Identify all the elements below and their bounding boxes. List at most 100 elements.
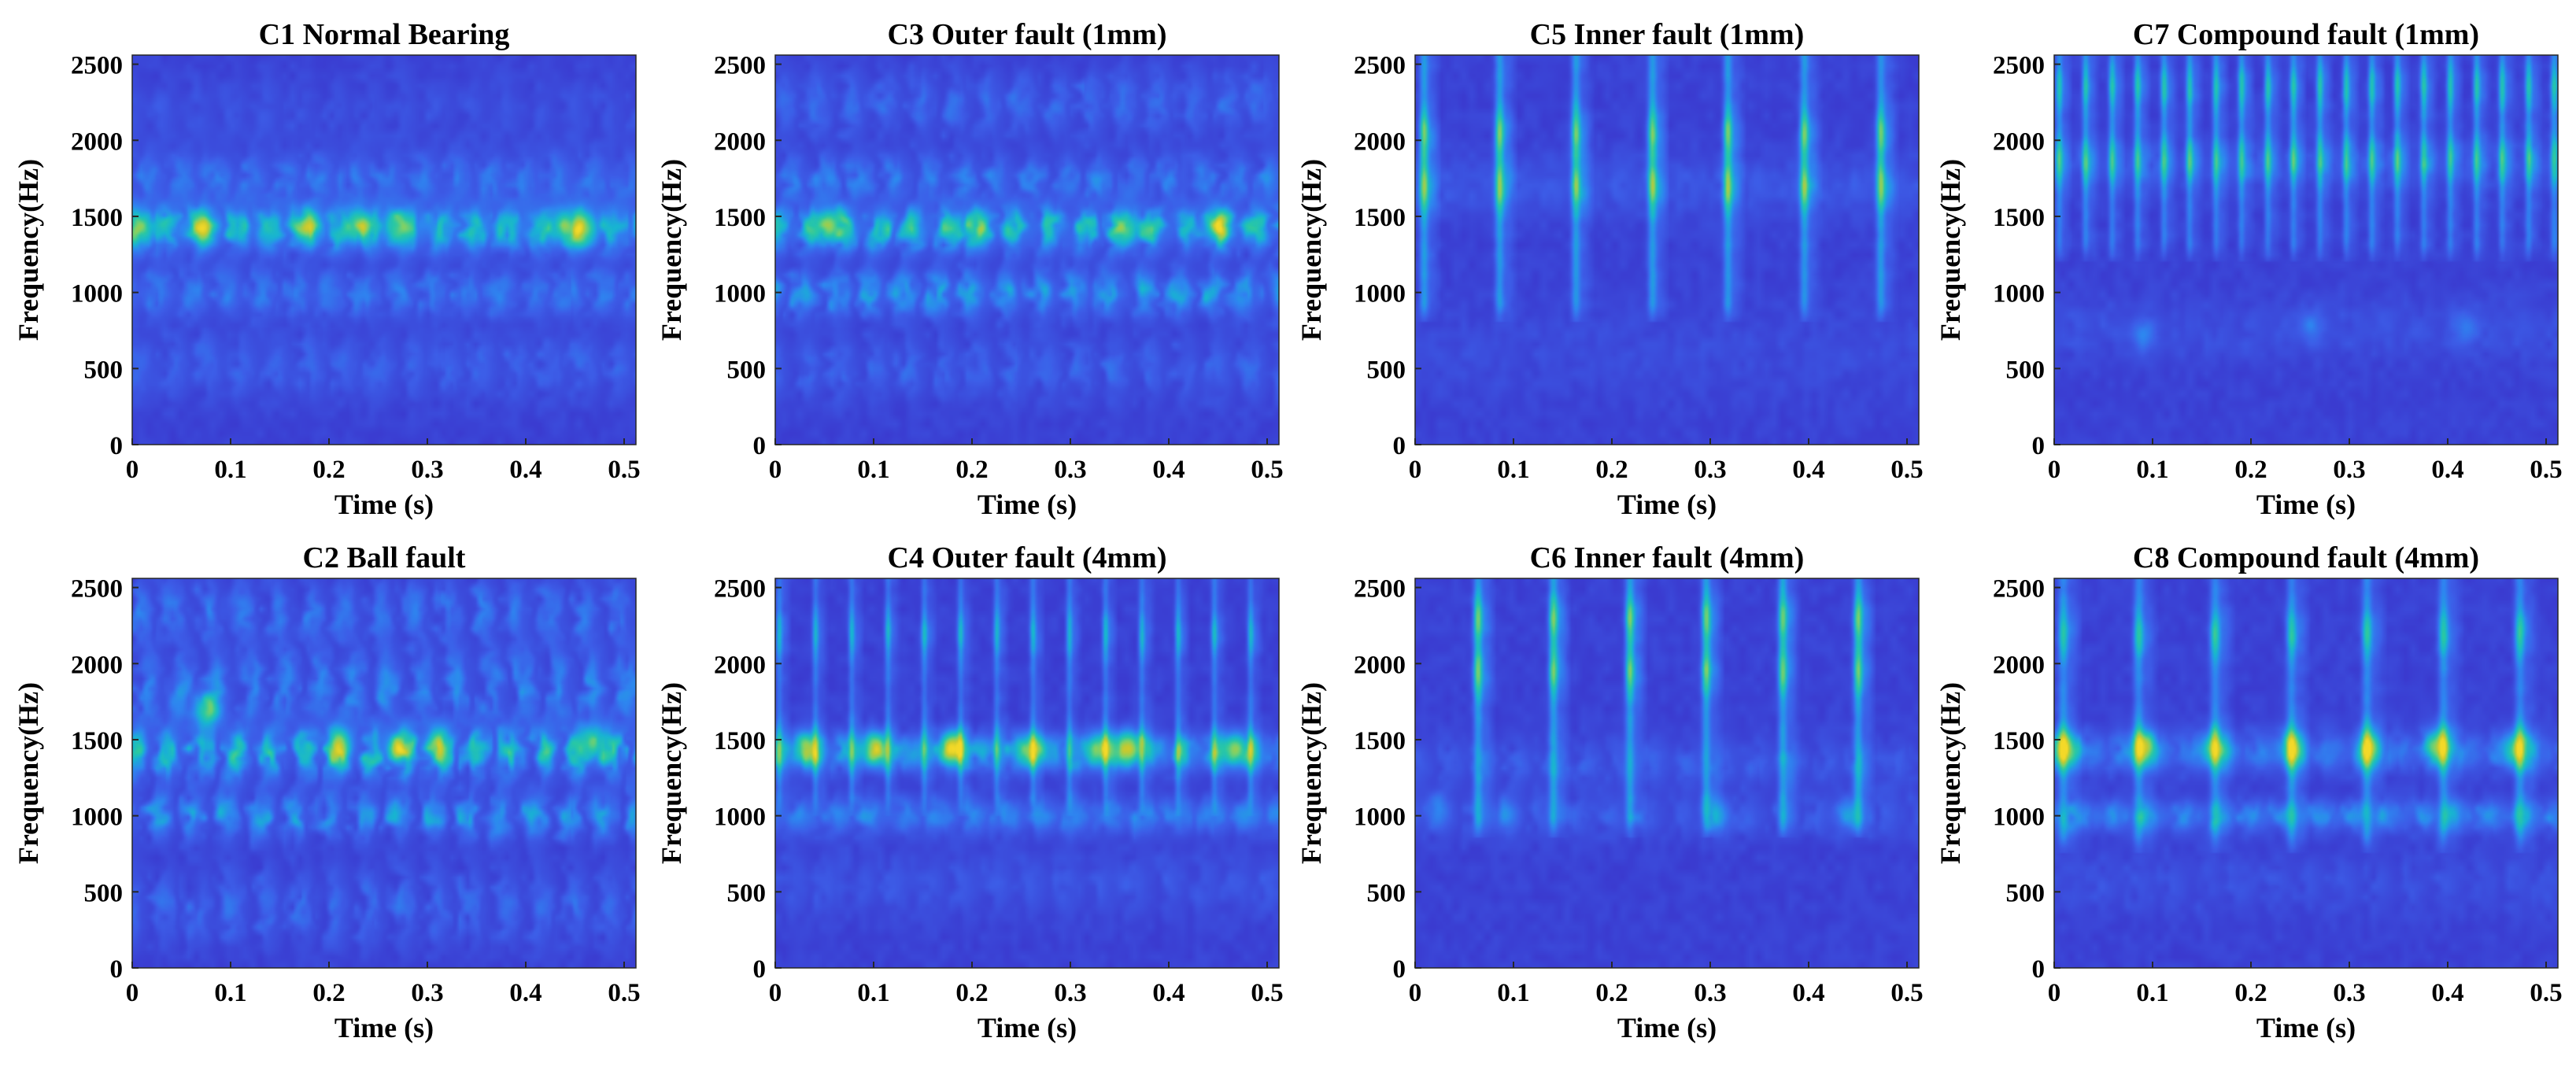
chart-title: C6 Inner fault (4mm) [1530,541,1805,574]
x-axis-label: Time (s) [978,489,1077,520]
y-axis-label: Frequency(Hz) [656,682,687,864]
y-tick-label: 1000 [1354,803,1406,832]
x-tick-label: 0.2 [955,979,988,1007]
x-axis-label: Time (s) [334,1012,434,1043]
y-tick-label: 500 [727,356,767,384]
chart-panel-c2: C2 Ball fault 0 0.1 0.2 0.3 0.4 0.5 0 500 1000 150… [13,541,641,1043]
x-axis-label: Time (s) [1617,489,1717,520]
y-tick-label: 1000 [71,280,123,308]
x-axis-label: Time (s) [2256,1012,2356,1043]
heatmap-image-c4 [775,578,1279,968]
plot-frame [2053,54,2559,445]
y-tick-label: 500 [84,356,124,384]
chart-title: C8 Compound fault (4mm) [2133,541,2479,574]
plot-frame [1414,54,1920,445]
x-tick-label: 0.1 [2136,979,2168,1007]
chart-panel-c4: C4 Outer fault (4mm) 0 0.1 0.2 0.3 0.4 0.5 0 500… [656,541,1284,1043]
y-axis-label: Frequency(Hz) [1935,682,1966,864]
x-tick-label: 0.3 [2333,979,2365,1007]
y-tick-label: 1000 [71,803,123,832]
y-tick-label: 0 [753,432,767,460]
y-tick-label: 1500 [1993,204,2045,232]
x-tick-label: 0.2 [2234,456,2267,484]
x-axis-label: Time (s) [978,1012,1077,1043]
x-axis-label: Time (s) [1617,1012,1717,1043]
y-axis-label: Frequency(Hz) [13,159,44,341]
y-tick-label: 1500 [71,204,123,232]
chart-panel-c7: C7 Compound fault (1mm) 0 0.1 0.2 0.3 0.4 0.5 0… [1935,18,2563,520]
y-tick-label: 1500 [1354,727,1406,755]
x-tick-label: 0.5 [608,456,640,484]
x-tick-label: 0.1 [857,979,889,1007]
y-tick-label: 2500 [714,575,766,604]
x-tick-label: 0.1 [2136,456,2168,484]
y-tick-label: 2000 [1354,127,1406,156]
x-tick-label: 0 [1409,456,1422,484]
x-tick-label: 0.5 [1251,456,1283,484]
x-tick-label: 0.4 [509,979,541,1007]
chart-title: C2 Ball fault [303,541,466,574]
plot-frame [2053,578,2559,969]
y-axis-label: Frequency(Hz) [1295,159,1327,341]
x-tick-label: 0.4 [1152,456,1185,484]
x-tick-label: 0.4 [1792,456,1824,484]
y-tick-label: 0 [110,955,124,984]
y-tick-label: 0 [2032,955,2046,984]
heatmap-image-c8 [2054,578,2558,968]
x-tick-label: 0.3 [411,456,443,484]
y-tick-label: 0 [110,432,124,460]
y-tick-label: 2500 [71,52,123,80]
y-axis-label: Frequency(Hz) [1295,682,1327,864]
y-tick-label: 500 [727,879,767,907]
plot-frame [774,54,1280,445]
x-tick-label: 0.4 [1152,979,1185,1007]
y-tick-label: 1500 [714,727,766,755]
x-tick-label: 0.3 [2333,456,2365,484]
y-tick-label: 2000 [1993,651,2045,679]
x-tick-label: 0 [1409,979,1422,1007]
y-tick-label: 0 [753,955,767,984]
y-tick-label: 2000 [1354,651,1406,679]
plot-frame [131,578,637,969]
x-tick-label: 0.3 [1694,979,1726,1007]
x-tick-label: 0.3 [1694,456,1726,484]
y-tick-label: 0 [1393,432,1406,460]
y-axis-label: Frequency(Hz) [656,159,687,341]
chart-title: C3 Outer fault (1mm) [888,18,1167,51]
x-tick-label: 0.2 [955,456,988,484]
heatmap-image-c6 [1415,578,1919,968]
x-tick-label: 0.3 [1054,456,1086,484]
x-tick-label: 0 [126,456,139,484]
y-tick-label: 2500 [71,575,123,604]
y-tick-label: 1500 [1354,204,1406,232]
x-tick-label: 0 [126,979,139,1007]
plot-frame [774,578,1280,969]
chart-title: C7 Compound fault (1mm) [2133,18,2479,51]
y-tick-label: 2000 [71,127,123,156]
chart-title: C4 Outer fault (4mm) [888,541,1167,574]
y-tick-label: 2000 [714,651,766,679]
heatmap-image-c7 [2054,55,2558,445]
heatmap-image-c3 [775,55,1279,445]
x-tick-label: 0 [2048,979,2061,1007]
y-tick-label: 1000 [1354,280,1406,308]
chart-panel-c6: C6 Inner fault (4mm) 0 0.1 0.2 0.3 0.4 0.5 0 500… [1295,541,1924,1043]
y-tick-label: 1500 [71,727,123,755]
chart-title: C1 Normal Bearing [259,18,510,51]
x-tick-label: 0.2 [1595,456,1628,484]
x-tick-label: 0 [769,979,782,1007]
y-tick-label: 1500 [714,204,766,232]
x-tick-label: 0.1 [1497,456,1529,484]
chart-panel-c3: C3 Outer fault (1mm) 0 0.1 0.2 0.3 0.4 0.5 0 500… [656,18,1284,520]
y-tick-label: 500 [84,879,124,907]
y-tick-label: 2500 [714,52,766,80]
y-tick-label: 500 [2006,879,2046,907]
y-tick-label: 2500 [1354,52,1406,80]
x-tick-label: 0.2 [312,456,345,484]
y-tick-label: 1000 [1993,803,2045,832]
x-tick-label: 0.4 [2431,979,2463,1007]
y-axis-label: Frequency(Hz) [13,682,44,864]
chart-panel-c8: C8 Compound fault (4mm) 0 0.1 0.2 0.3 0.4 0.5 0… [1935,541,2563,1043]
chart-panel-c1: C1 Normal Bearing 0 0.1 0.2 0.3 0.4 0.5 0 500 100… [13,18,641,520]
